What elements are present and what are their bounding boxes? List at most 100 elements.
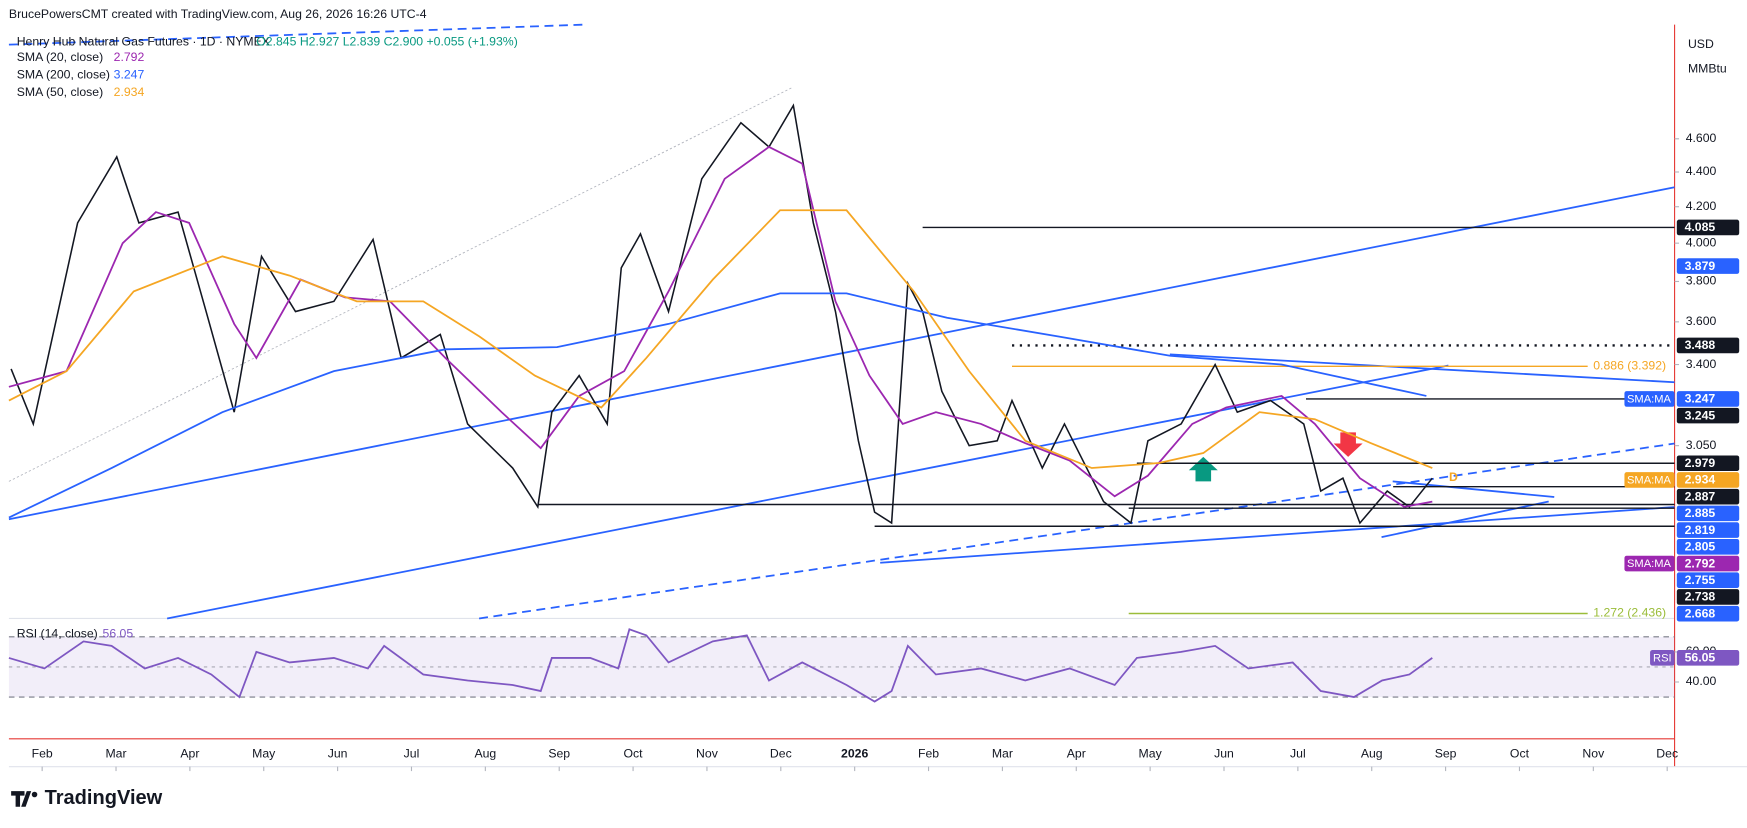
y-tick-label: 4.200 [1686,199,1717,213]
x-tick-label: May [1139,747,1163,761]
annotation: D [1449,470,1458,484]
rsi-value: 56.05 [1685,651,1716,665]
level-label: 1.272 (2.436) [1593,606,1666,620]
trendline [1169,353,1675,384]
rsi-badge-box [1650,650,1675,666]
price-label-box [1676,539,1740,555]
price-label-name: SMA:MA [1627,558,1671,570]
price-label-box [1676,407,1740,424]
x-tick-label: Jul [404,747,420,761]
price-label: 2.885 [1685,506,1716,520]
rsi-badge: RSI [1653,652,1672,664]
legend-entry: SMA (200, close) [17,68,110,82]
trendline [8,186,1675,521]
price-label-name: SMA:MA [1627,474,1671,486]
price-label: 2.755 [1685,573,1716,587]
price-label-box [1676,455,1740,472]
y-tick-label: 3.800 [1686,274,1717,288]
price-label-name-box [1624,472,1675,488]
trendline [1381,500,1549,538]
price-label-box [1676,219,1740,236]
price-label-box [1676,605,1740,622]
rsi-band [8,636,1675,698]
rsi-title: RSI (14, close) [17,626,98,640]
price-label: 2.738 [1685,590,1716,604]
legend-title: Henry Hub Natural Gas Futures · 1D · NYM… [17,35,270,49]
series-line [8,145,1433,508]
price-label: 3.488 [1685,338,1716,352]
trendline [8,23,585,46]
price-label-name-box [1624,555,1675,572]
price-label: 3.247 [1685,392,1716,406]
x-tick-label: Mar [105,747,126,761]
series-line [8,292,1427,519]
x-tick-label: Aug [474,747,496,761]
price-label: 2.819 [1685,523,1716,537]
trendline [1392,480,1555,498]
x-tick-label: Nov [1582,747,1605,761]
trendline [478,442,1675,620]
unit: USD [1688,37,1714,51]
legend-value: 3.247 [114,68,145,82]
x-tick-label: Apr [180,747,199,761]
x-tick-label: Feb [918,747,939,761]
logo-text: TradingView [45,787,163,809]
x-tick-label: Nov [696,747,719,761]
x-tick-label: Feb [32,747,53,761]
price-label: 2.805 [1685,540,1716,554]
unit: MMBtu [1688,61,1727,75]
x-tick-label: Sep [548,747,570,761]
series-line [8,628,1433,703]
logo-icon [11,791,32,807]
y-tick-label: 40.00 [1686,674,1717,688]
price-label-name: SMA:MA [1627,393,1671,405]
y-tick-label: 4.600 [1686,131,1717,145]
price-label-box [1676,258,1740,274]
price-label-box [1676,572,1740,589]
x-tick-label: Dec [770,747,792,761]
price-label-box [1676,522,1740,538]
x-tick-label: Oct [624,747,644,761]
price-label-box [1676,391,1740,407]
price-label: 2.887 [1685,489,1716,503]
y-tick-label: 3.600 [1686,314,1717,328]
series-line [10,103,1433,525]
price-label: 2.934 [1685,473,1716,487]
price-label-box [1676,589,1740,605]
y-tick-label: 3.050 [1686,438,1717,452]
legend-entry: SMA (50, close) [17,85,103,99]
x-tick-label: Dec [1656,747,1678,761]
rsi-value-box [1676,650,1740,666]
series-line [8,209,1433,469]
x-tick-label: Apr [1067,747,1086,761]
trendline [880,506,1675,564]
price-label: 4.085 [1685,220,1716,234]
x-tick-label: Oct [1510,747,1530,761]
legend-ohlc: O2.845 H2.927 L2.839 C2.900 +0.055 (+1.9… [256,35,518,49]
price-label: 2.792 [1685,556,1716,570]
price-label: 2.979 [1685,456,1716,470]
price-label-box [1676,488,1740,505]
legend-value: 2.792 [114,50,145,64]
legend-entry: SMA (20, close) [17,50,103,64]
price-label-box [1676,505,1740,522]
legend-value: 2.934 [114,85,145,99]
trendline [8,86,794,482]
x-tick-label: Sep [1435,747,1457,761]
credit: BrucePowersCMT created with TradingView.… [9,7,427,21]
y-tick-label: 4.400 [1686,164,1717,178]
x-tick-label: 2026 [841,747,868,761]
price-label: 3.245 [1685,408,1716,422]
up-arrow [1188,456,1218,482]
price-label: 2.668 [1685,606,1716,620]
y-tick-label: 3.400 [1686,357,1717,371]
y-tick-label: 4.000 [1686,235,1717,249]
x-tick-label: Aug [1361,747,1383,761]
price-label-box [1676,555,1740,572]
down-arrow [1333,432,1363,457]
price-label-box [1676,337,1740,354]
rsi-legend-value: 56.05 [103,626,134,640]
logo: TradingView [11,787,163,809]
